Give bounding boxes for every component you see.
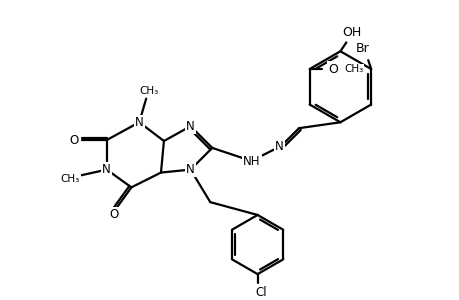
Text: CH₃: CH₃ <box>61 175 80 184</box>
Text: N: N <box>186 163 195 176</box>
Text: OH: OH <box>342 26 361 39</box>
Text: N: N <box>102 163 111 176</box>
Text: N: N <box>274 140 283 153</box>
Text: CH₃: CH₃ <box>343 64 363 74</box>
Text: NH: NH <box>242 155 260 168</box>
Text: O: O <box>328 62 337 76</box>
Text: O: O <box>69 134 78 146</box>
Text: N: N <box>186 120 195 133</box>
Text: O: O <box>109 208 118 221</box>
Text: Cl: Cl <box>255 286 267 299</box>
Text: N: N <box>134 116 143 129</box>
Text: CH₃: CH₃ <box>139 86 158 96</box>
Text: Br: Br <box>355 42 369 55</box>
